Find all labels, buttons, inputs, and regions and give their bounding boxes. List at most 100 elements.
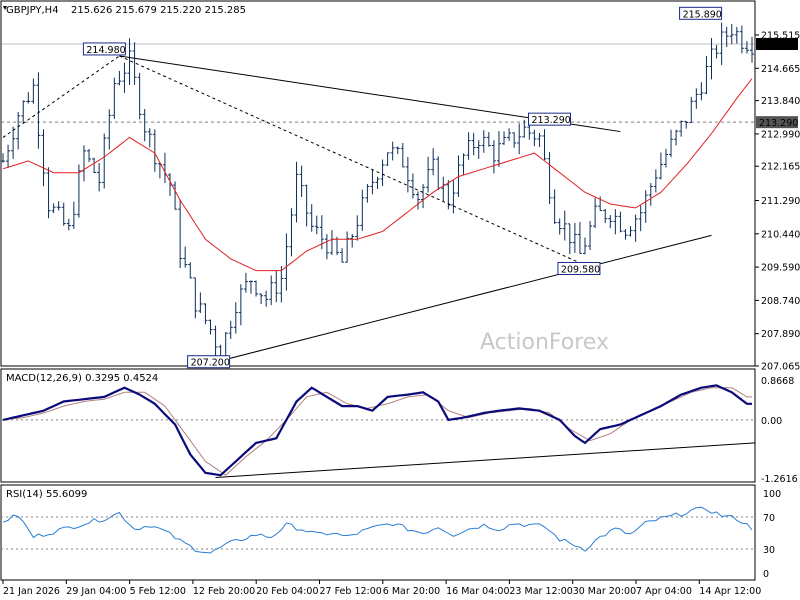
ohlc-bar xyxy=(137,72,142,120)
ohlc-bar xyxy=(198,292,203,313)
ohlc-bar xyxy=(41,129,46,187)
ohlc-bar xyxy=(243,272,248,293)
ohlc-bar xyxy=(188,262,193,279)
ohlc-bar xyxy=(669,129,674,158)
ohlc-bar xyxy=(289,208,294,257)
price-axis-label: 207.065 xyxy=(761,362,800,373)
macd-main-line xyxy=(2,384,752,477)
ohlc-bar xyxy=(380,159,385,187)
price-axis-label: 212.165 xyxy=(761,162,800,173)
ohlc-bar xyxy=(658,152,663,180)
ohlc-bar xyxy=(694,88,699,109)
time-axis-label: 23 Mar 12:00 xyxy=(509,586,572,597)
ohlc-bar xyxy=(522,119,527,138)
ohlc-bar xyxy=(92,157,97,174)
rsi-panel-frame xyxy=(0,484,756,581)
ohlc-bar xyxy=(653,169,658,193)
ohlc-bar xyxy=(421,184,426,209)
ohlc-bar xyxy=(97,163,102,192)
price-annotation: 209.580 xyxy=(557,261,601,275)
ohlc-bar xyxy=(633,214,638,242)
price-layer: 214.980 207.200 213.290 209.580 215.890 xyxy=(1,6,755,369)
ohlc-bar xyxy=(122,62,127,93)
ohlc-bar xyxy=(618,211,623,233)
ohlc-bar xyxy=(127,38,132,85)
level-price-tag xyxy=(756,116,798,129)
price-axis-label: 208.740 xyxy=(761,296,800,307)
ohlc-bar xyxy=(203,303,208,325)
price-axis-label: 209.590 xyxy=(761,263,800,274)
ohlc-bar xyxy=(491,140,496,174)
level-price-label: 213.290 xyxy=(759,118,798,129)
symbol-label: GBPJPY,H4 xyxy=(6,5,59,16)
time-axis-label: 14 Apr 12:00 xyxy=(699,586,761,597)
ohlc-bar xyxy=(269,275,274,306)
ohlc-bar xyxy=(734,26,739,44)
macd-signal-line xyxy=(2,387,752,476)
ohlc-bar xyxy=(299,165,304,198)
ohlc-bar xyxy=(714,44,719,59)
ohlc-bar xyxy=(132,42,137,85)
ohlc-bar xyxy=(183,246,188,268)
ohlc-bar xyxy=(259,293,264,304)
price-annotation-label: 207.200 xyxy=(191,358,230,369)
ohlc-bar xyxy=(208,319,213,335)
ohlc-bar xyxy=(415,191,420,210)
ohlc-bar xyxy=(264,290,269,307)
ohlc-bar xyxy=(431,148,436,176)
ohlc-bar xyxy=(577,221,582,254)
time-axis-label: 6 Mar 20:00 xyxy=(383,586,440,597)
ohlc-bar xyxy=(147,128,152,148)
collapse-triangle-icon[interactable] xyxy=(3,6,7,10)
ohlc-bar xyxy=(507,128,512,141)
ohlc-bar xyxy=(684,120,689,129)
ohlc-bar xyxy=(724,26,729,47)
rsi-axis-label: 30 xyxy=(763,545,775,556)
ohlc-bar xyxy=(51,203,56,214)
ohlc-bar xyxy=(6,144,11,169)
ohlc-bar xyxy=(537,132,542,147)
time-axis-label: 27 Feb 12:00 xyxy=(320,586,382,597)
ohlc-bar xyxy=(426,156,431,193)
ohlc-bar xyxy=(643,190,648,223)
ohlc-bar xyxy=(107,109,112,150)
price-annotation-label: 209.580 xyxy=(561,264,600,275)
price-annotation-label: 214.980 xyxy=(86,45,125,56)
macd-trendline xyxy=(215,442,756,478)
ohlc-readout: 215.626 215.679 215.220 215.285 xyxy=(71,5,246,16)
price-annotation: 207.200 xyxy=(187,355,231,369)
ohlc-bar xyxy=(481,130,486,153)
ohlc-bar xyxy=(36,72,41,149)
ohlc-bar xyxy=(486,132,491,147)
macd-axis-label: -1.2616 xyxy=(761,474,798,485)
ohlc-bar xyxy=(461,153,466,175)
ohlc-bar xyxy=(466,132,471,160)
rsi-axis-label: 0 xyxy=(763,569,769,580)
ohlc-bar xyxy=(314,215,319,235)
ohlc-bar xyxy=(294,161,299,223)
ohlc-bar xyxy=(76,164,81,218)
ohlc-bar xyxy=(557,218,562,235)
ohlc-bar xyxy=(233,302,238,334)
ohlc-bar xyxy=(502,131,507,145)
time-axis-label: 5 Feb 12:00 xyxy=(130,586,186,597)
ohlc-bar xyxy=(162,152,167,183)
ohlc-bar xyxy=(542,129,547,161)
ohlc-bar xyxy=(279,266,284,303)
time-axis-label: 29 Jan 04:00 xyxy=(66,586,126,597)
time-axis-label: 7 Apr 04:00 xyxy=(636,586,692,597)
ohlc-bar xyxy=(582,237,587,255)
ohlc-bar xyxy=(593,197,598,228)
macd-axis-label: 0.8668 xyxy=(761,376,794,387)
ohlc-bar xyxy=(46,167,51,219)
time-axis-label: 30 Mar 20:00 xyxy=(573,586,636,597)
lower-trendline xyxy=(220,234,712,362)
ohlc-bar xyxy=(365,184,370,203)
ohlc-bar xyxy=(345,231,350,263)
ohlc-bar xyxy=(304,184,309,227)
ohlc-bar xyxy=(471,132,476,156)
price-axis-label: 212.990 xyxy=(761,129,800,140)
ohlc-bar xyxy=(689,96,694,124)
price-axis-label: 210.440 xyxy=(761,229,800,240)
ohlc-bar xyxy=(31,78,36,104)
